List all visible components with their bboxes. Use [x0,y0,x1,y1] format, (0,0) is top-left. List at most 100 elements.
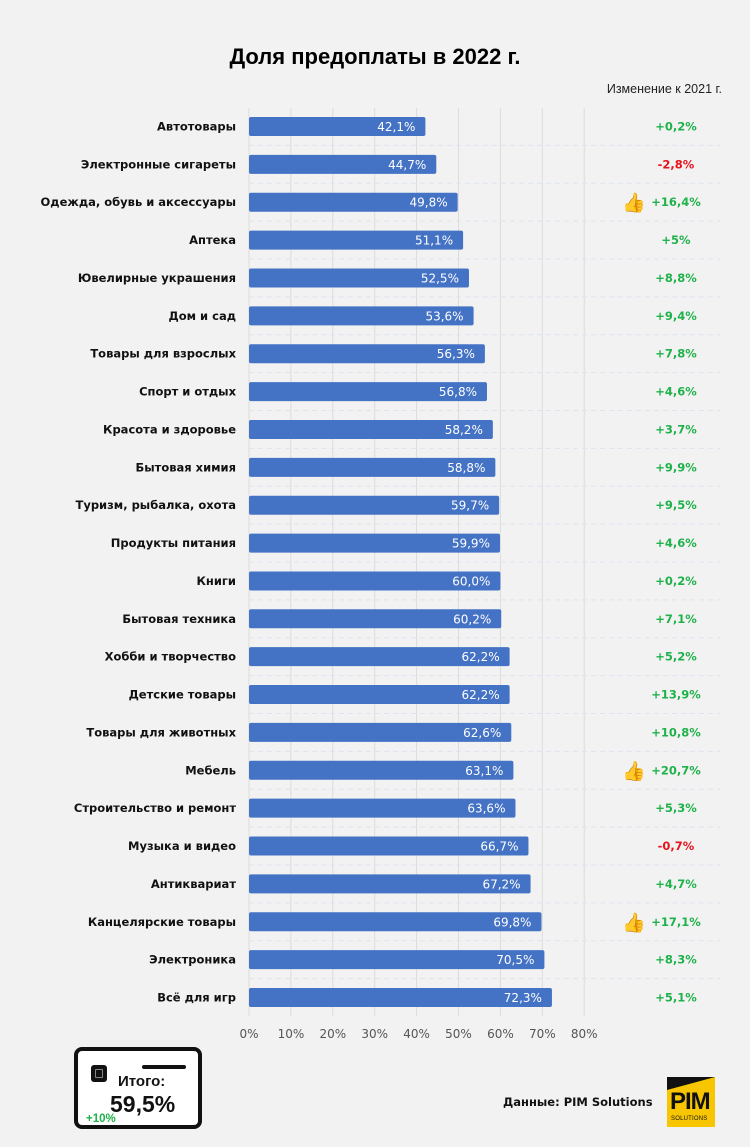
x-tick-label: 10% [278,1027,305,1040]
x-tick-label: 50% [445,1027,472,1040]
bar [249,457,496,477]
value-label: 62,6% [463,726,501,740]
value-label: 66,7% [480,840,518,854]
value-label: 59,9% [452,537,490,551]
category-label: Одежда, обувь и аксессуары [41,195,236,209]
bar [249,154,437,174]
total-card: Итого: 59,5% +10% [74,1047,202,1129]
category-label: Всё для игр [157,991,236,1005]
bar [249,495,500,515]
change-label: +4,6% [655,536,697,550]
value-label: 42,1% [377,120,415,134]
value-label: 60,2% [453,612,491,626]
total-change: +10% [86,1113,116,1125]
change-label: +0,2% [655,120,697,134]
change-label: -2,8% [658,157,695,171]
category-label: Автотовары [157,120,236,134]
value-label: 58,2% [445,423,483,437]
value-label: 63,1% [465,764,503,778]
change-label: +20,7% [651,763,701,777]
bar [249,382,487,402]
total-label: Итого: [118,1073,166,1090]
category-label: Бытовая химия [136,460,236,474]
pim-solutions-logo: PIM SOLUTIONS [667,1077,715,1127]
value-label: 62,2% [461,688,499,702]
change-label: +8,3% [655,953,697,967]
change-label: +17,1% [651,915,701,929]
category-label: Товары для животных [86,725,236,739]
category-label: Дом и сад [169,309,236,323]
change-label: +5,3% [655,801,697,815]
value-label: 58,8% [447,461,485,475]
bar [249,533,500,553]
bar-chart: Автотовары Электронные сигареты Одежда, об… [41,108,720,1040]
category-label: Хобби и творчество [105,650,236,664]
bar [249,571,501,591]
bar [249,230,464,250]
bar [249,609,502,629]
thumbs-up-icon: 👍 [622,911,646,934]
thumbs-up-icon: 👍 [622,191,646,214]
bar [249,950,545,970]
category-label: Антиквариат [151,877,236,891]
bar [249,685,510,705]
change-label: +8,8% [655,271,697,285]
change-labels: +0,2% -2,8% +16,4% +5% +8,8% +9,4% +7,8% +4,6% +… [651,120,701,1005]
category-label: Продукты питания [111,536,236,550]
bar [249,419,493,439]
value-label: 49,8% [410,196,448,210]
x-tick-label: 30% [361,1027,388,1040]
thumbs-up-icon: 👍 [622,759,646,782]
card-stripe-icon [142,1065,186,1069]
category-label: Спорт и отдых [139,385,237,399]
bar [249,874,531,894]
value-label: 52,5% [421,271,459,285]
logo-sub-text: SOLUTIONS [671,1116,708,1122]
bars [249,117,552,1008]
value-label: 53,6% [425,309,463,323]
bar [249,912,542,932]
total-value: 59,5% [110,1091,176,1117]
value-label: 56,8% [439,385,477,399]
chart-title: Доля предоплаты в 2022 г. [229,44,521,69]
change-label: +7,8% [655,347,697,361]
bar [249,268,469,288]
data-source: Данные: PIM Solutions [503,1095,653,1109]
value-label: 69,8% [493,915,531,929]
change-label: +9,4% [655,309,697,323]
change-column-header: Изменение к 2021 г. [606,82,722,96]
change-label: +13,9% [651,688,701,702]
category-label: Музыка и видео [128,839,236,853]
value-labels: 42,1% 44,7% 49,8% 51,1% 52,5% 53,6% 56,3% 56,8%… [377,120,542,1005]
category-label: Строительство и ремонт [74,801,236,815]
category-label: Канцелярские товары [88,915,236,929]
bar [249,988,552,1008]
category-label: Бытовая техника [122,612,236,626]
change-label: +0,2% [655,574,697,588]
bar [249,760,514,780]
value-label: 44,7% [388,158,426,172]
category-label: Детские товары [129,688,236,702]
value-label: 62,2% [461,650,499,664]
change-label: +3,7% [655,422,697,436]
change-label: +10,8% [651,725,701,739]
row-separators [249,144,720,980]
change-label: +7,1% [655,612,697,626]
value-label: 51,1% [415,234,453,248]
value-label: 63,6% [467,802,505,816]
category-label: Книги [197,574,236,588]
change-label: +5,2% [655,650,697,664]
value-label: 60,0% [452,574,490,588]
category-label: Электронные сигареты [81,157,236,171]
bar [249,344,485,364]
bar [249,117,426,136]
value-label: 72,3% [504,991,542,1005]
change-label: +4,7% [655,877,697,891]
category-labels: Автотовары Электронные сигареты Одежда, об… [41,120,237,1005]
bar [249,192,458,212]
bar [249,647,510,667]
value-label: 67,2% [482,877,520,891]
x-tick-label: 60% [487,1027,514,1040]
value-label: 56,3% [437,347,475,361]
bar [249,306,474,326]
